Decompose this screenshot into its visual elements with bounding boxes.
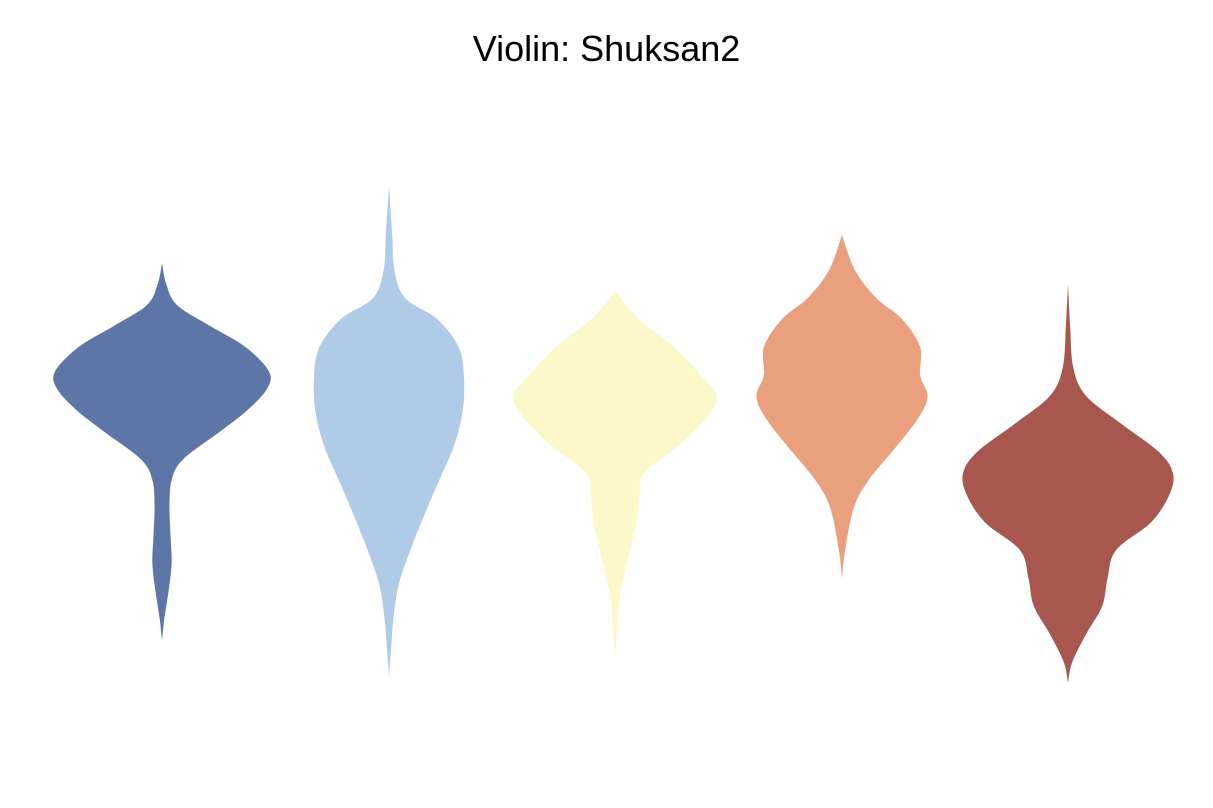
violin-5	[962, 284, 1174, 683]
violin-4	[756, 235, 928, 578]
violin-2	[313, 186, 465, 676]
violin-3	[513, 291, 717, 655]
violin-1	[53, 263, 271, 641]
chart-title: Violin: Shuksan2	[472, 28, 741, 69]
